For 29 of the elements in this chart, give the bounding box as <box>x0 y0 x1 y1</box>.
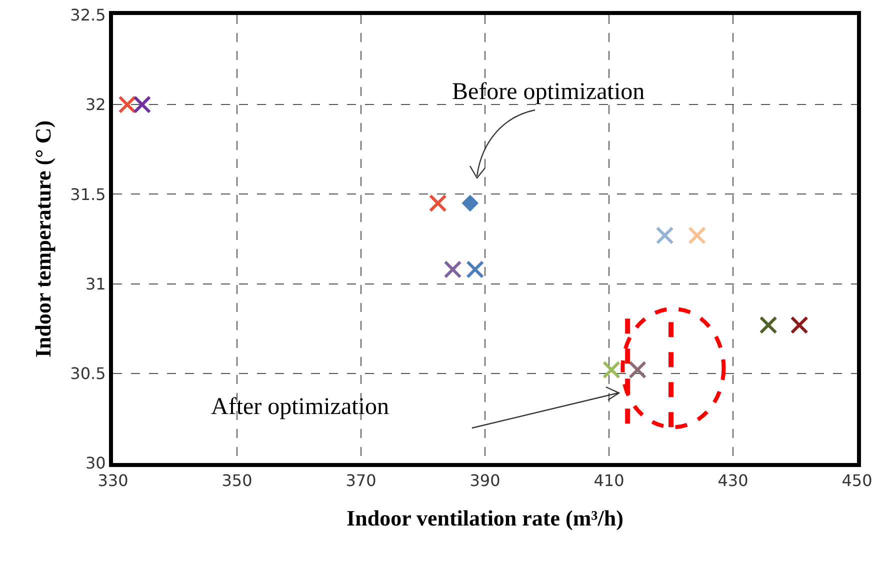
y-tick-label: 32 <box>85 95 106 114</box>
point <box>656 226 674 244</box>
annotation: After optimization <box>211 394 389 420</box>
point <box>462 194 479 212</box>
y-tick-label: 30.5 <box>70 364 106 383</box>
point <box>602 360 620 379</box>
x-tick-label: 350 <box>222 471 252 490</box>
point <box>118 96 136 114</box>
y-tick-label: 30 <box>85 454 106 473</box>
y-tick-label: 32.5 <box>70 6 106 25</box>
x-tick-label: 330 <box>98 471 128 490</box>
point <box>688 226 706 244</box>
annotation: Before optimization <box>452 79 645 105</box>
y-tick-label: 31.5 <box>70 184 106 204</box>
point <box>759 316 778 334</box>
x-tick-label: 410 <box>594 471 624 490</box>
point <box>444 260 462 278</box>
x-tick-label: 450 <box>842 471 872 490</box>
point <box>133 96 152 114</box>
x-tick-label: 390 <box>470 471 500 490</box>
point <box>466 260 484 278</box>
x-tick-label: 430 <box>718 471 748 490</box>
point <box>790 316 808 334</box>
point <box>628 360 647 379</box>
x-axis-title: Indoor ventilation rate (m³/h) <box>346 506 624 531</box>
y-tick-label: 31 <box>85 274 106 294</box>
point <box>428 194 447 212</box>
y-axis-title: Indoor temperature (° C) <box>30 120 56 358</box>
x-tick-label: 370 <box>346 471 376 490</box>
